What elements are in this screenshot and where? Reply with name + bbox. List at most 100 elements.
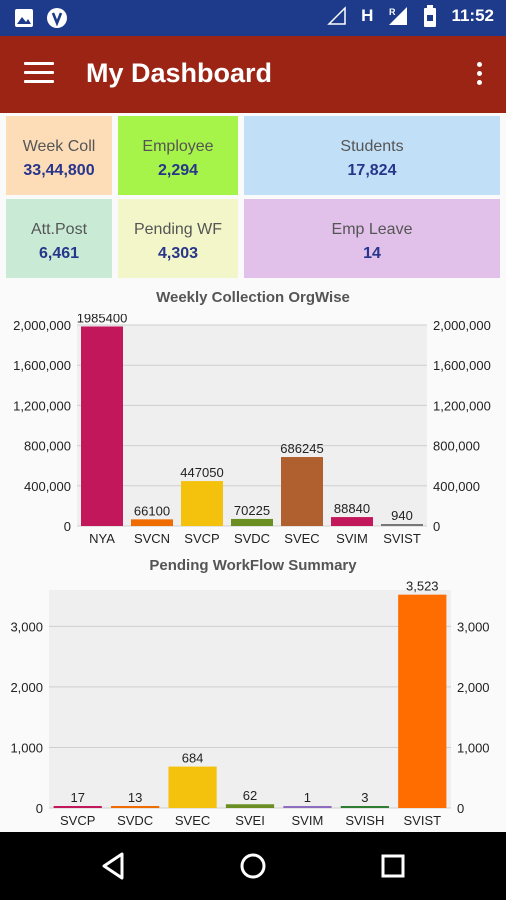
data-label: 13 <box>128 790 142 805</box>
y-tick-label-right: 800,000 <box>433 439 480 454</box>
bar <box>181 481 223 526</box>
app-bar: My Dashboard <box>0 36 506 113</box>
tile-value: 2,294 <box>157 162 199 179</box>
app-notification-icon <box>47 8 67 28</box>
x-tick-label: SVCP <box>60 813 95 828</box>
tile-label: Students <box>340 138 404 155</box>
y-tick-label-right: 3,000 <box>457 619 490 634</box>
overflow-menu-icon[interactable] <box>474 62 484 88</box>
y-tick-label-right: 0 <box>433 519 440 534</box>
bar <box>283 806 332 808</box>
data-label: 62 <box>243 788 257 803</box>
tile-label: Att.Post <box>30 221 88 238</box>
y-tick-label-right: 400,000 <box>433 479 480 494</box>
chart-title-pending-workflow: Pending WorkFlow Summary <box>149 557 357 574</box>
home-icon[interactable] <box>233 846 273 886</box>
x-tick-label: SVDC <box>234 531 270 546</box>
tile-label: Week Coll <box>22 138 96 155</box>
tile-label: Employee <box>142 138 214 155</box>
data-label: 1985400 <box>77 314 128 325</box>
navigation-bar <box>0 832 506 900</box>
x-tick-label: SVCN <box>134 531 170 546</box>
x-tick-label: SVIST <box>383 531 421 546</box>
x-tick-label: SVDC <box>117 813 153 828</box>
y-tick-label-left: 1,200,000 <box>13 398 71 413</box>
bar <box>231 518 273 526</box>
tile-att-post[interactable]: Att.Post 6,461 <box>6 199 112 278</box>
weekly-collection-chart: 0 0 400,000 400,000 800,000 800,000 1,200,000 1… <box>13 314 491 546</box>
data-label: 447050 <box>180 465 223 480</box>
tile-value: 14 <box>363 245 381 262</box>
x-tick-label: SVIST <box>403 813 441 828</box>
x-tick-label: SVIM <box>336 531 368 546</box>
tile-value: 6,461 <box>38 245 80 262</box>
wifi-off-icon <box>327 6 346 25</box>
tile-employee[interactable]: Employee 2,294 <box>118 116 238 195</box>
status-time: 11:52 <box>451 6 494 25</box>
tile-value: 4,303 <box>157 245 199 262</box>
y-tick-label-left: 400,000 <box>24 479 71 494</box>
tile-label: Emp Leave <box>331 221 413 238</box>
roaming-indicator: R <box>389 7 396 17</box>
data-label: 3 <box>361 790 368 805</box>
bar <box>331 517 373 526</box>
data-label: 17 <box>70 790 84 805</box>
x-tick-label: SVISH <box>345 813 384 828</box>
tile-students[interactable]: Students 17,824 <box>244 116 500 195</box>
x-tick-label: SVCP <box>184 531 219 546</box>
y-tick-label-left: 3,000 <box>10 619 43 634</box>
tile-value: 33,44,800 <box>23 162 95 179</box>
y-tick-label-left: 800,000 <box>24 439 71 454</box>
bar <box>381 524 423 526</box>
bar <box>111 806 160 808</box>
y-tick-label-left: 0 <box>36 801 43 816</box>
data-label: 70225 <box>234 503 270 518</box>
chart-title-weekly-collection: Weekly Collection OrgWise <box>156 289 350 306</box>
tile-pending-wf[interactable]: Pending WF 4,303 <box>118 199 238 278</box>
bar <box>281 457 323 526</box>
y-tick-label-right: 2,000,000 <box>433 318 491 333</box>
bar <box>225 804 275 808</box>
y-tick-label-left: 2,000,000 <box>13 318 71 333</box>
tile-label: Pending WF <box>133 221 223 238</box>
recents-icon[interactable] <box>373 846 413 886</box>
data-label: 684 <box>182 751 204 766</box>
page-title: My Dashboard <box>86 58 273 88</box>
data-label: 88840 <box>334 501 370 516</box>
y-tick-label-right: 1,000 <box>457 740 490 755</box>
back-icon[interactable] <box>94 846 134 886</box>
data-label: 940 <box>391 508 413 523</box>
y-tick-label-left: 2,000 <box>10 680 43 695</box>
y-tick-label-right: 1,200,000 <box>433 398 491 413</box>
bar <box>168 766 217 808</box>
battery-icon <box>424 5 437 27</box>
tile-value: 17,824 <box>347 162 397 179</box>
y-tick-label-right: 0 <box>457 801 464 816</box>
network-type-indicator: H <box>361 6 374 25</box>
bar <box>81 326 123 526</box>
x-tick-label: SVEC <box>284 531 319 546</box>
x-tick-label: SVEC <box>175 813 210 828</box>
plot-area <box>77 325 427 526</box>
y-tick-label-left: 1,600,000 <box>13 358 71 373</box>
x-tick-label: SVEI <box>235 813 265 828</box>
y-tick-label-right: 1,600,000 <box>433 358 491 373</box>
data-label: 66100 <box>134 503 170 518</box>
data-label: 3,523 <box>406 579 439 594</box>
status-bar: H R 11:52 <box>0 0 506 36</box>
bar <box>131 519 173 526</box>
kpi-tiles: Week Coll 33,44,800 Employee 2,294 Stude… <box>0 113 506 283</box>
y-tick-label-left: 1,000 <box>10 740 43 755</box>
tile-emp-leave[interactable]: Emp Leave 14 <box>244 199 500 278</box>
y-tick-label-right: 2,000 <box>457 680 490 695</box>
tile-week-coll[interactable]: Week Coll 33,44,800 <box>6 116 112 195</box>
image-icon <box>15 9 33 27</box>
data-label: 1 <box>304 790 311 805</box>
menu-icon[interactable] <box>24 62 54 86</box>
signal-icon: R <box>389 7 408 25</box>
bar <box>398 594 447 808</box>
data-label: 686245 <box>280 441 323 456</box>
bar <box>340 806 389 808</box>
x-tick-label: NYA <box>89 531 115 546</box>
